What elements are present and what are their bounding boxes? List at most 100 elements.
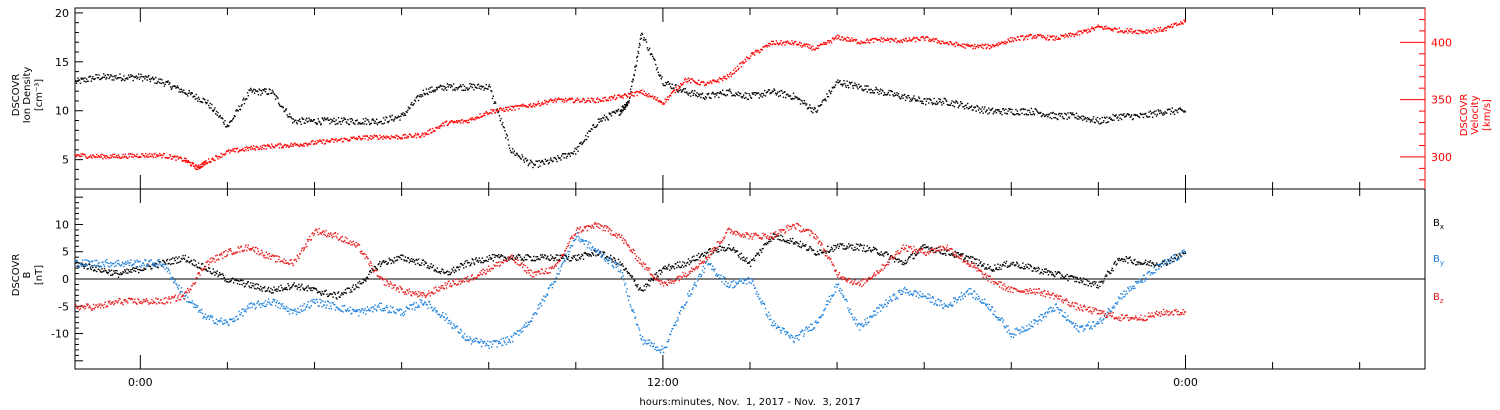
data-point	[927, 246, 929, 248]
data-point	[756, 93, 758, 95]
data-point	[268, 290, 270, 292]
data-point	[967, 102, 969, 105]
data-point	[374, 266, 376, 268]
data-point	[1064, 277, 1066, 279]
data-point	[363, 123, 365, 125]
data-point	[344, 304, 346, 307]
data-point	[332, 138, 334, 141]
data-point	[480, 115, 483, 118]
data-point	[781, 240, 783, 242]
data-point	[991, 45, 993, 48]
data-point	[399, 257, 401, 259]
data-point	[687, 77, 690, 79]
data-point	[1173, 23, 1175, 25]
data-point	[1066, 273, 1068, 276]
data-point	[214, 159, 216, 162]
data-point	[830, 92, 832, 95]
data-point	[141, 80, 144, 82]
data-point	[775, 40, 778, 42]
data-point	[911, 254, 913, 256]
data-point	[330, 118, 332, 120]
data-point	[393, 136, 396, 138]
data-point	[739, 92, 741, 94]
data-point	[858, 245, 861, 247]
data-point	[405, 111, 407, 113]
data-point	[425, 132, 428, 134]
data-point	[1026, 38, 1029, 41]
data-point	[1041, 114, 1043, 117]
data-point	[358, 286, 360, 289]
data-point	[420, 96, 422, 98]
data-point	[886, 251, 888, 253]
data-point	[208, 267, 211, 270]
data-point	[1039, 272, 1041, 275]
data-point	[258, 304, 260, 306]
data-point	[613, 258, 616, 260]
data-point	[922, 36, 924, 38]
data-point	[934, 102, 936, 105]
data-point	[820, 104, 823, 106]
data-point	[95, 74, 97, 76]
data-point	[108, 262, 110, 265]
data-point	[503, 127, 505, 129]
data-point	[261, 303, 263, 305]
data-point	[427, 130, 429, 132]
data-point	[1169, 108, 1171, 111]
data-point	[585, 253, 588, 255]
data-point	[241, 149, 243, 151]
data-point	[264, 305, 266, 307]
data-point	[1044, 115, 1047, 117]
data-point	[551, 256, 554, 258]
data-point	[984, 106, 986, 108]
data-point	[919, 39, 921, 41]
data-point	[754, 94, 757, 96]
data-point	[522, 259, 524, 261]
data-point	[100, 156, 103, 158]
data-point	[494, 111, 497, 114]
data-point	[285, 108, 288, 110]
data-point	[433, 89, 435, 91]
data-point	[330, 140, 332, 142]
data-point	[700, 81, 702, 84]
data-point	[272, 91, 274, 93]
data-point	[290, 287, 292, 289]
data-point	[649, 96, 652, 98]
data-point	[517, 105, 519, 107]
data-point	[896, 41, 898, 44]
data-point	[455, 270, 457, 272]
data-point	[299, 143, 302, 145]
data-point	[942, 253, 945, 255]
data-point	[1016, 113, 1018, 115]
data-point	[727, 75, 729, 77]
data-point	[836, 81, 838, 83]
data-point	[203, 98, 205, 100]
data-point	[635, 284, 638, 287]
data-point	[652, 55, 654, 58]
data-point	[259, 147, 261, 149]
data-point	[364, 120, 366, 122]
data-point	[1141, 263, 1143, 265]
data-point	[430, 307, 432, 309]
data-point	[166, 270, 169, 273]
data-point	[110, 264, 113, 267]
data-point	[924, 244, 926, 246]
data-point	[372, 311, 374, 313]
data-point	[395, 259, 397, 262]
data-point	[779, 239, 781, 241]
data-point	[106, 76, 108, 79]
data-point	[386, 263, 389, 265]
data-point	[1023, 113, 1026, 116]
data-point	[323, 143, 326, 145]
data-point	[162, 263, 164, 265]
data-point	[259, 303, 261, 305]
data-point	[1078, 116, 1081, 118]
data-point	[120, 272, 122, 274]
data-point	[1105, 25, 1107, 27]
data-point	[1152, 112, 1155, 114]
data-point	[970, 105, 973, 107]
data-point	[427, 265, 429, 267]
data-point	[949, 40, 952, 43]
data-point	[208, 107, 211, 109]
data-point	[1099, 281, 1102, 283]
data-point	[603, 251, 606, 253]
